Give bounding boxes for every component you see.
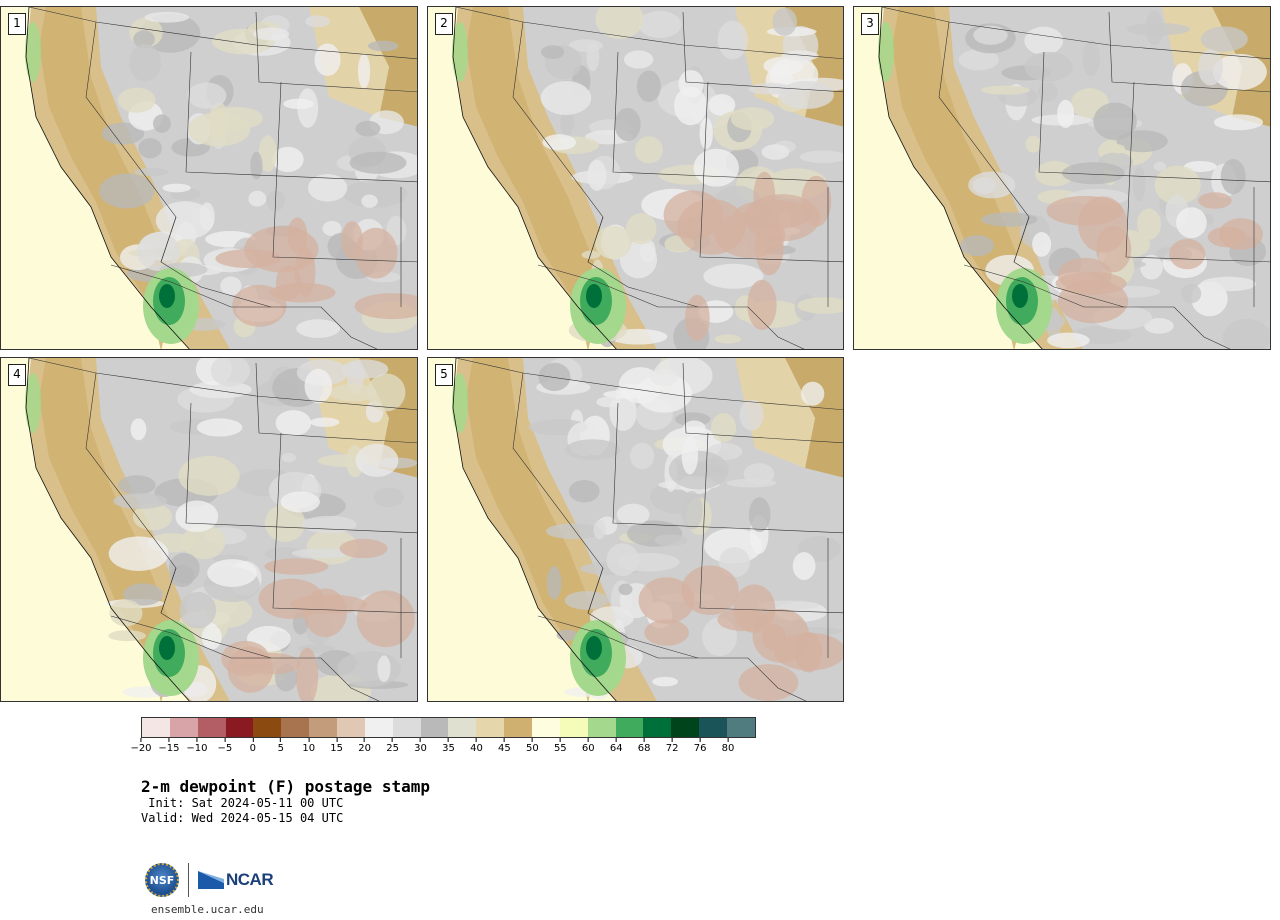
colorbar-tick: −5 xyxy=(217,738,232,754)
colorbar-cell xyxy=(169,718,198,737)
colorbar-tick: −10 xyxy=(186,738,207,754)
colorbar-cell xyxy=(392,718,421,737)
colorbar-tick: 76 xyxy=(694,738,707,754)
dewpoint-map xyxy=(428,358,843,701)
map-panel-5: 5 xyxy=(427,357,844,702)
colorbar-tick: −20 xyxy=(130,738,151,754)
colorbar-tick: 0 xyxy=(250,738,256,754)
colorbar-ticks: −20 −15 −10 −5 0 5 10 15 20 25 30 35 40 45 50 55 60 64 68 7… xyxy=(130,738,756,762)
ncar-text: NCAR xyxy=(226,870,274,889)
colorbar-cell xyxy=(197,718,226,737)
colorbar-cell xyxy=(142,718,170,737)
colorbar-cell xyxy=(364,718,393,737)
panel-number: 1 xyxy=(8,13,26,35)
colorbar-tick: 68 xyxy=(638,738,651,754)
panel-number: 5 xyxy=(435,364,453,386)
map-panel-4: 4 xyxy=(0,357,418,702)
colorbar-cell xyxy=(727,718,755,737)
colorbar-cell xyxy=(587,718,616,737)
colorbar-cell xyxy=(615,718,644,737)
colorbar-tick: 15 xyxy=(330,738,343,754)
colorbar-cell xyxy=(532,718,560,737)
dewpoint-map xyxy=(428,7,843,349)
colorbar-cell xyxy=(643,718,672,737)
dewpoint-map xyxy=(854,7,1270,349)
colorbar-cell xyxy=(225,718,254,737)
colorbar-tick: 72 xyxy=(666,738,679,754)
map-panel-3: 3 xyxy=(853,6,1271,350)
colorbar-tick: 30 xyxy=(414,738,427,754)
colorbar-tick: 40 xyxy=(470,738,483,754)
panel-number: 2 xyxy=(435,13,453,35)
colorbar-tick: 64 xyxy=(610,738,623,754)
colorbar-cell xyxy=(559,718,588,737)
colorbar-tick: −15 xyxy=(158,738,179,754)
colorbar-tick: 35 xyxy=(442,738,455,754)
colorbar-cell xyxy=(337,718,365,737)
colorbar-cell xyxy=(504,718,533,737)
panel-number: 4 xyxy=(8,364,26,386)
colorbar xyxy=(141,717,756,738)
site-url: ensemble.ucar.edu xyxy=(151,903,264,916)
colorbar-cell xyxy=(309,718,338,737)
nsf-logo: NSF xyxy=(145,863,179,897)
ncar-logo: NCAR xyxy=(198,870,274,890)
logos: NSF NCAR xyxy=(145,860,274,900)
init-time: Init: Sat 2024-05-11 00 UTC xyxy=(141,796,344,810)
dewpoint-map xyxy=(1,358,417,701)
ncar-mark-icon xyxy=(198,871,224,889)
map-panel-2: 2 xyxy=(427,6,844,350)
colorbar-cell xyxy=(671,718,700,737)
valid-time: Valid: Wed 2024-05-15 04 UTC xyxy=(141,811,344,825)
dewpoint-map xyxy=(1,7,417,349)
colorbar-tick: 20 xyxy=(358,738,371,754)
colorbar-tick: 45 xyxy=(498,738,511,754)
colorbar-cell xyxy=(281,718,310,737)
colorbar-tick: 25 xyxy=(386,738,399,754)
colorbar-cell xyxy=(699,718,728,737)
logo-divider xyxy=(188,863,189,897)
panel-number: 3 xyxy=(861,13,879,35)
map-panel-1: 1 xyxy=(0,6,418,350)
colorbar-tick: 60 xyxy=(582,738,595,754)
colorbar-cell xyxy=(420,718,449,737)
colorbar-tick: 5 xyxy=(278,738,284,754)
colorbar-cell xyxy=(476,718,505,737)
colorbar-tick: 55 xyxy=(554,738,567,754)
colorbar-tick: 50 xyxy=(526,738,539,754)
colorbar-cell xyxy=(448,718,477,737)
colorbar-tick: 80 xyxy=(722,738,735,754)
colorbar-tick: 10 xyxy=(302,738,315,754)
figure-title: 2-m dewpoint (F) postage stamp xyxy=(141,777,430,796)
colorbar-cell xyxy=(253,718,282,737)
